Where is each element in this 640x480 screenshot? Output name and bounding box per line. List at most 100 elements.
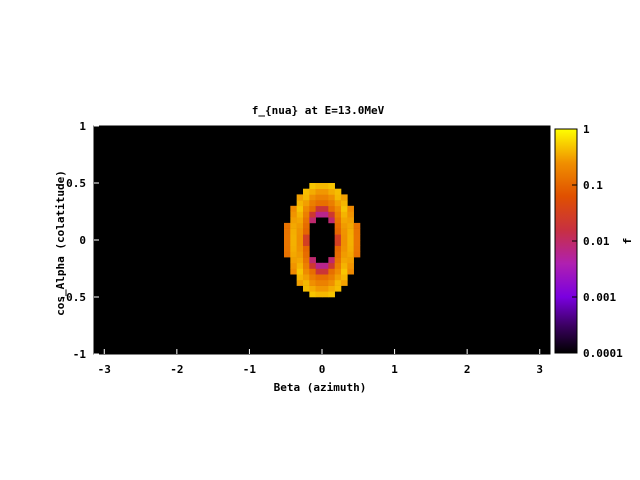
heatmap-cell — [341, 257, 348, 264]
heatmap-cell — [347, 222, 354, 229]
heatmap-cell — [309, 200, 316, 207]
heatmap-cell — [296, 279, 304, 286]
y-tick-label: 0.5 — [66, 177, 86, 190]
heatmap-cell — [322, 291, 329, 298]
heatmap-cell — [303, 279, 310, 286]
heatmap-cell — [328, 291, 335, 298]
heatmap-cell — [328, 183, 335, 189]
heatmap-cell — [334, 194, 342, 201]
y-tick-label: 1 — [79, 120, 86, 133]
heatmap-cell — [315, 183, 323, 189]
heatmap-cell — [322, 262, 329, 269]
heatmap-cell — [290, 228, 297, 235]
heatmap-cell — [284, 228, 291, 235]
heatmap-cell — [309, 285, 316, 292]
heatmap-cell — [347, 262, 354, 269]
heatmap-cell — [334, 205, 342, 212]
heatmap-cell — [303, 205, 310, 212]
heatmap-cell — [303, 194, 310, 201]
heatmap-cell — [309, 205, 316, 212]
colorbar-tick-label: 0.001 — [583, 291, 616, 304]
heatmap-cell — [284, 245, 291, 252]
heatmap-cell — [296, 222, 304, 229]
heatmap-cell — [303, 217, 310, 224]
x-tick-label: 2 — [464, 363, 471, 376]
heatmap-cell — [328, 200, 335, 207]
heatmap-cell — [290, 262, 297, 269]
heatmap-cell — [353, 228, 361, 235]
heatmap-cell — [334, 200, 342, 207]
heatmap-cell — [315, 262, 323, 269]
heatmap-cell — [309, 291, 316, 298]
heatmap-cell — [322, 211, 329, 218]
heatmap-cell — [334, 257, 342, 264]
heatmap-cell — [334, 234, 342, 241]
heatmap-cell — [322, 268, 329, 275]
plot-background — [94, 126, 550, 354]
heatmap-cell — [284, 234, 291, 241]
x-axis-label: Beta (azimuth) — [274, 381, 367, 394]
heatmap-cell — [347, 205, 354, 212]
heatmap-cell — [334, 228, 342, 235]
heatmap-cell — [322, 274, 329, 281]
heatmap-cell — [322, 205, 329, 212]
heatmap-cell — [328, 217, 335, 224]
heatmap-cell — [315, 285, 323, 292]
heatmap-cell — [328, 285, 335, 292]
heatmap-cell — [334, 262, 342, 269]
heatmap-cell — [315, 200, 323, 207]
heatmap-cell — [290, 245, 297, 252]
colorbar-tick-label: 0.1 — [583, 179, 603, 192]
heatmap-cell — [309, 262, 316, 269]
heatmap-cell — [309, 279, 316, 286]
heatmap-cell — [303, 245, 310, 252]
heatmap-cell — [303, 285, 310, 292]
heatmap-cell — [284, 251, 291, 258]
heatmap-cell — [303, 268, 310, 275]
heatmap-cell — [347, 257, 354, 264]
heatmap-cell — [341, 245, 348, 252]
colorbar-tick-label: 1 — [583, 123, 590, 136]
heatmap-cell — [328, 188, 335, 195]
heatmap-cell — [328, 279, 335, 286]
colorbar: 1 0.1 0.01 0.001 0.0001 f — [554, 123, 634, 360]
heatmap-cell — [347, 234, 354, 241]
heatmap-cell — [334, 217, 342, 224]
heatmap-cell — [296, 251, 304, 258]
heatmap-cell — [315, 291, 323, 298]
colorbar-label: f — [621, 238, 634, 245]
heatmap-cell — [284, 222, 291, 229]
heatmap-cell — [334, 188, 342, 195]
y-tick-label: -1 — [73, 348, 87, 361]
heatmap-cell — [347, 217, 354, 224]
heatmap-cell — [296, 205, 304, 212]
heatmap-cell — [309, 194, 316, 201]
heatmap-cell — [309, 274, 316, 281]
plot-area — [93, 125, 551, 355]
heatmap-cell — [334, 245, 342, 252]
heatmap-cell — [347, 211, 354, 218]
heatmap-cell — [328, 205, 335, 212]
heatmap-cell — [322, 183, 329, 189]
heatmap-cell — [341, 222, 348, 229]
heatmap-cell — [290, 211, 297, 218]
heatmap-cell — [303, 200, 310, 207]
heatmap-cell — [309, 257, 316, 264]
heatmap-cells — [284, 183, 361, 298]
x-axis-ticks: -3 -2 -1 0 1 2 3 — [98, 349, 543, 376]
heatmap-cell — [315, 188, 323, 195]
heatmap-cell — [309, 211, 316, 218]
heatmap-cell — [328, 257, 335, 264]
heatmap-cell — [322, 194, 329, 201]
heatmap-cell — [290, 257, 297, 264]
heatmap-cell — [341, 200, 348, 207]
heatmap-cell — [347, 251, 354, 258]
heatmap-cell — [322, 200, 329, 207]
heatmap-cell — [347, 268, 354, 275]
colorbar-ticks: 1 0.1 0.01 0.001 0.0001 — [572, 123, 623, 360]
heatmap-cell — [296, 240, 304, 246]
heatmap-cell — [303, 228, 310, 235]
heatmap-cell — [322, 285, 329, 292]
heatmap-cell — [328, 274, 335, 281]
heatmap-cell — [341, 274, 348, 281]
